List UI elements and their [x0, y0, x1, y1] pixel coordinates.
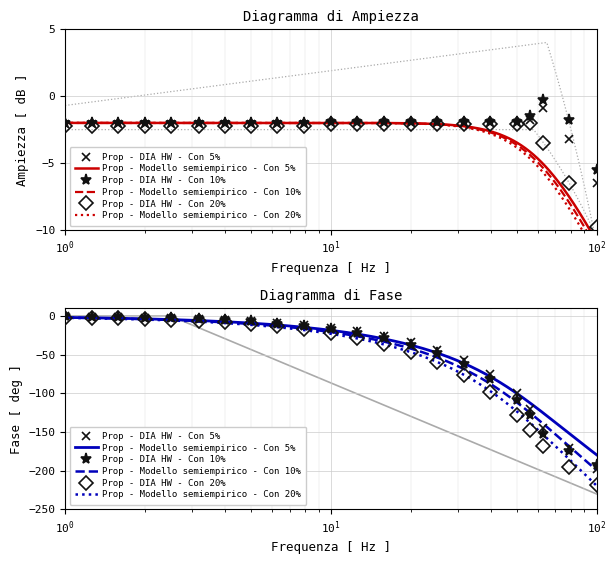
Y-axis label: Fase [ deg ]: Fase [ deg ] [10, 364, 23, 454]
Legend: Prop - DIA HW - Con 5%, Prop - Modello semiempirico - Con 5%, Prop - DIA HW - Co: Prop - DIA HW - Con 5%, Prop - Modello s… [70, 147, 306, 226]
Legend: Prop - DIA HW - Con 5%, Prop - Modello semiempirico - Con 5%, Prop - DIA HW - Co: Prop - DIA HW - Con 5%, Prop - Modello s… [70, 426, 306, 505]
X-axis label: Frequenza [ Hz ]: Frequenza [ Hz ] [271, 262, 391, 275]
Title: Diagramma di Ampiezza: Diagramma di Ampiezza [243, 10, 419, 24]
X-axis label: Frequenza [ Hz ]: Frequenza [ Hz ] [271, 541, 391, 554]
Title: Diagramma di Fase: Diagramma di Fase [259, 289, 402, 303]
Y-axis label: Ampiezza [ dB ]: Ampiezza [ dB ] [17, 73, 30, 186]
